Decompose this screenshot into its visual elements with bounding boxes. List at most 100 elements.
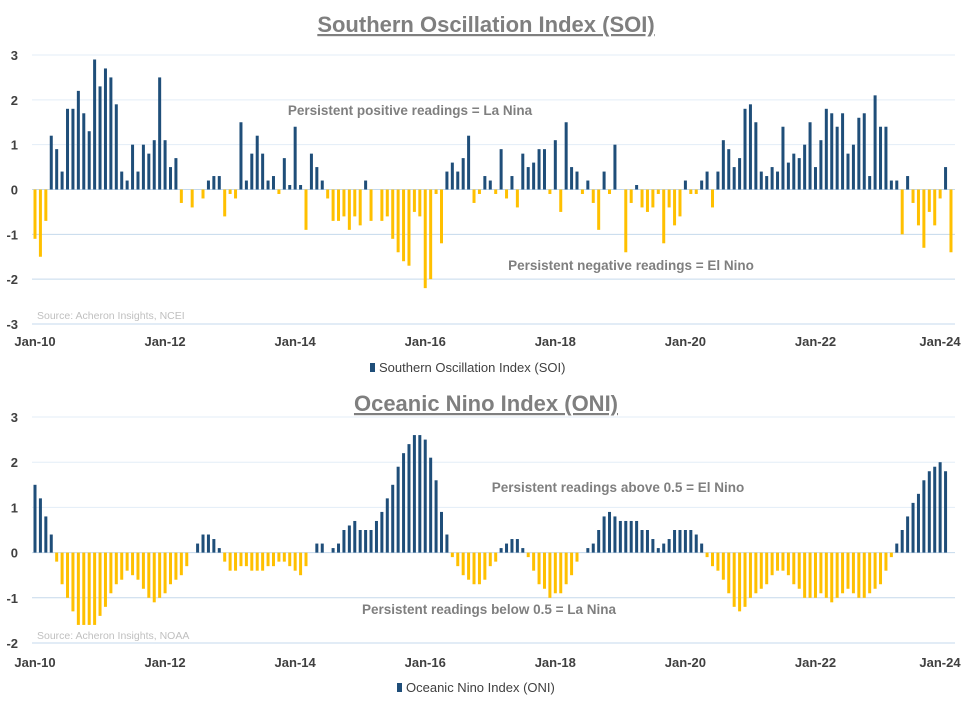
bar bbox=[440, 511, 443, 553]
bar bbox=[174, 158, 178, 190]
y-tick-label: 1 bbox=[11, 138, 18, 153]
bar bbox=[754, 122, 758, 190]
bar bbox=[125, 180, 129, 190]
bar bbox=[689, 189, 693, 194]
bar bbox=[640, 189, 644, 208]
bar bbox=[326, 189, 330, 199]
bar bbox=[748, 104, 752, 190]
source-note: Source: Acheron Insights, NCEI bbox=[37, 310, 185, 322]
bar bbox=[532, 552, 536, 571]
bar bbox=[131, 144, 135, 190]
bar bbox=[250, 153, 254, 190]
x-tick-label: Jan-20 bbox=[665, 334, 706, 349]
bar bbox=[353, 520, 357, 553]
bar bbox=[369, 530, 373, 553]
bar bbox=[884, 552, 888, 571]
bar bbox=[369, 189, 373, 221]
bar bbox=[586, 180, 590, 190]
bar bbox=[364, 180, 368, 190]
bar bbox=[206, 180, 210, 190]
bar bbox=[277, 552, 281, 562]
x-tick-label: Jan-12 bbox=[144, 334, 185, 349]
bar bbox=[857, 117, 861, 190]
bar bbox=[228, 552, 232, 571]
bar bbox=[868, 176, 872, 190]
bar bbox=[261, 153, 265, 190]
bar bbox=[282, 158, 286, 190]
bar bbox=[889, 552, 893, 558]
bar bbox=[613, 144, 617, 190]
bar bbox=[461, 158, 465, 190]
bar bbox=[673, 189, 677, 226]
bar bbox=[483, 552, 487, 580]
bar bbox=[71, 552, 75, 612]
bar bbox=[608, 511, 612, 553]
bar bbox=[402, 453, 406, 553]
x-tick-label: Jan-14 bbox=[275, 655, 317, 670]
bar bbox=[651, 189, 655, 208]
bar bbox=[158, 552, 162, 598]
bar bbox=[98, 86, 102, 190]
bar bbox=[250, 552, 254, 571]
bar bbox=[900, 530, 904, 553]
bar bbox=[548, 552, 552, 598]
bar bbox=[792, 153, 796, 190]
x-tick-label: Jan-16 bbox=[405, 334, 446, 349]
bar bbox=[835, 552, 839, 598]
bar bbox=[759, 552, 763, 589]
bar bbox=[803, 144, 807, 190]
bar bbox=[141, 552, 145, 589]
bar bbox=[255, 135, 259, 190]
bar bbox=[933, 189, 937, 226]
bar bbox=[299, 185, 303, 190]
bar bbox=[521, 153, 525, 190]
bar bbox=[602, 171, 606, 190]
legend-label: Oceanic Nino Index (ONI) bbox=[406, 680, 555, 695]
bar bbox=[575, 552, 579, 562]
bar bbox=[467, 552, 471, 580]
bar bbox=[174, 552, 178, 580]
bar bbox=[673, 530, 677, 553]
bar bbox=[337, 189, 341, 221]
bar bbox=[217, 176, 221, 190]
bar bbox=[716, 171, 720, 190]
bar bbox=[38, 189, 42, 257]
bar bbox=[55, 149, 59, 190]
y-tick-label: -2 bbox=[6, 636, 18, 651]
bar bbox=[418, 189, 422, 217]
bar bbox=[456, 552, 460, 567]
bar bbox=[776, 552, 780, 571]
bar bbox=[938, 189, 942, 199]
bar bbox=[315, 167, 319, 190]
bar bbox=[824, 108, 828, 190]
bar bbox=[440, 189, 443, 244]
bar bbox=[580, 189, 584, 194]
bar bbox=[114, 104, 118, 190]
bar bbox=[667, 539, 671, 553]
bar bbox=[510, 539, 514, 553]
bar bbox=[33, 484, 37, 553]
bar bbox=[76, 90, 80, 190]
bar bbox=[185, 552, 189, 567]
bar bbox=[602, 516, 606, 553]
bar bbox=[347, 525, 351, 553]
bar bbox=[645, 530, 649, 553]
bar bbox=[131, 552, 135, 576]
bar bbox=[499, 149, 503, 190]
bar bbox=[748, 552, 752, 598]
bar bbox=[179, 189, 183, 203]
bar bbox=[667, 189, 671, 208]
bar bbox=[472, 552, 476, 585]
bar bbox=[873, 95, 877, 190]
y-tick-label: 2 bbox=[11, 93, 18, 108]
bar bbox=[347, 189, 351, 230]
bar bbox=[147, 153, 151, 190]
bar bbox=[808, 122, 812, 190]
bar bbox=[179, 552, 183, 576]
bar bbox=[299, 552, 303, 576]
bar bbox=[87, 131, 91, 190]
bar bbox=[900, 189, 904, 235]
bar bbox=[835, 126, 839, 190]
bar bbox=[813, 552, 817, 598]
bar bbox=[916, 493, 920, 553]
